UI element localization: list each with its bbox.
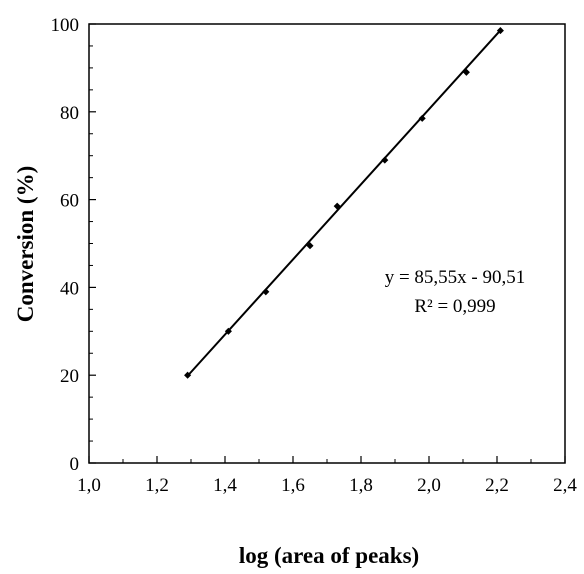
- data-point: [333, 202, 341, 210]
- x-tick-label: 2,2: [485, 475, 509, 496]
- y-tick-label: 40: [60, 278, 79, 299]
- y-tick-label: 20: [60, 366, 79, 387]
- x-tick-label: 2,4: [553, 475, 577, 496]
- y-tick-label: 0: [70, 454, 80, 475]
- x-tick-label: 1,2: [145, 475, 169, 496]
- data-point: [496, 27, 504, 35]
- x-tick-label: 1,4: [213, 475, 237, 496]
- r-squared-annotation: R² = 0,999: [414, 296, 495, 317]
- x-axis: 1,0 1,2 1,4 1,6 1,8 2,0 2,2 2,4: [77, 456, 577, 496]
- data-point: [262, 288, 270, 296]
- y-tick-label: 100: [51, 15, 80, 36]
- plot-area: [88, 23, 566, 464]
- trendline: [186, 29, 502, 377]
- equation-annotation: y = 85,55x - 90,51: [385, 267, 526, 288]
- plot-frame: [88, 23, 566, 464]
- data-point: [306, 242, 314, 250]
- x-tick-label: 1,8: [349, 475, 373, 496]
- data-point: [462, 68, 470, 76]
- data-point: [184, 371, 192, 379]
- y-axis: 0 20 40 60 80 100: [51, 15, 96, 475]
- data-point: [381, 156, 389, 164]
- y-axis-title: Conversion (%): [13, 166, 38, 323]
- x-tick-label: 2,0: [417, 475, 441, 496]
- data-point: [418, 114, 426, 122]
- y-tick-label: 60: [60, 191, 79, 212]
- data-points: [184, 27, 504, 379]
- x-tick-label: 1,6: [281, 475, 305, 496]
- y-tick-label: 80: [60, 103, 79, 124]
- x-tick-label: 1,0: [77, 475, 101, 496]
- data-point: [224, 327, 232, 335]
- x-axis-title: log (area of peaks): [239, 543, 419, 568]
